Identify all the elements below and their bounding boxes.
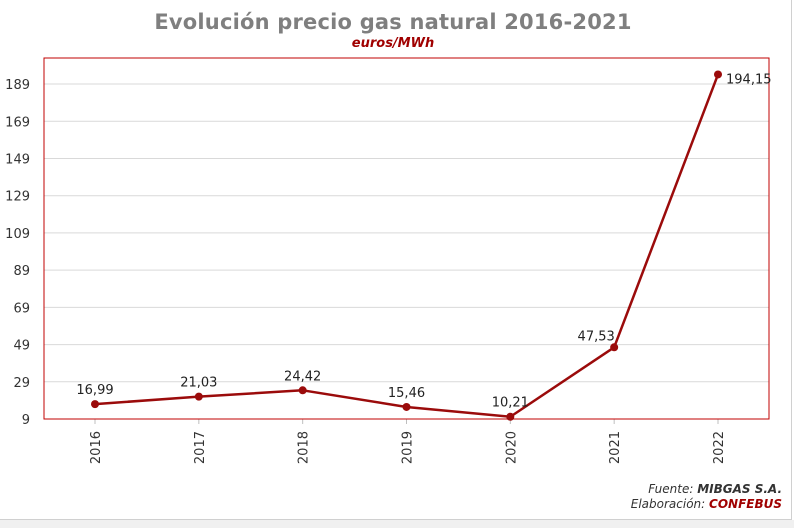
plot-area-border <box>43 57 770 420</box>
data-point <box>91 400 99 409</box>
data-label: 24,42 <box>284 369 321 384</box>
y-tick-label: 129 <box>5 190 30 205</box>
chart-title: Evolución precio gas natural 2016-2021 <box>154 10 632 34</box>
y-tick-label: 49 <box>13 339 30 354</box>
y-tick-label: 189 <box>5 78 30 93</box>
x-axis-ticks: 2016 2017 2018 2019 2020 2021 2022 <box>89 419 727 464</box>
x-tick-label: 2022 <box>712 431 727 464</box>
series-line-layer <box>91 70 722 421</box>
y-tick-label: 89 <box>13 264 30 279</box>
y-tick-label: 109 <box>5 227 30 242</box>
source-line: Fuente: MIBGAS S.A. <box>648 482 782 496</box>
x-tick-label: 2020 <box>504 431 519 464</box>
credit-value: CONFEBUS <box>709 497 782 511</box>
series-line <box>94 74 720 418</box>
data-point <box>194 392 203 401</box>
data-labels: 16,99 21,03 24,42 15,46 10,21 47,53 194,15 <box>76 72 771 410</box>
data-point <box>610 343 619 352</box>
chart-subtitle: euros/MWh <box>351 36 435 51</box>
data-point <box>298 386 307 395</box>
x-tick-label: 2021 <box>608 431 623 464</box>
data-label: 16,99 <box>76 383 113 398</box>
data-label: 47,53 <box>578 329 615 344</box>
y-tick-label: 9 <box>22 413 30 428</box>
credit-line: Elaboración: CONFEBUS <box>631 497 782 511</box>
credit-label: Elaboración: <box>630 497 706 511</box>
source-value: MIBGAS S.A. <box>697 482 782 496</box>
x-tick-label: 2016 <box>89 431 104 464</box>
data-label: 194,15 <box>726 72 772 87</box>
y-tick-label: 169 <box>5 115 30 130</box>
y-tick-label: 149 <box>5 152 30 167</box>
y-tick-label: 29 <box>13 376 30 391</box>
data-point <box>714 70 722 79</box>
data-label: 21,03 <box>180 376 217 391</box>
x-tick-label: 2017 <box>193 431 208 464</box>
x-tick-label: 2019 <box>401 431 416 464</box>
data-point <box>402 402 411 411</box>
y-axis-ticks: 9 29 49 69 89 109 129 149 169 189 <box>5 78 30 428</box>
data-label: 10,21 <box>492 396 529 411</box>
source-label: Fuente: <box>648 482 694 496</box>
grid-lines <box>44 83 769 420</box>
data-point <box>506 412 515 421</box>
bottom-strip <box>0 520 794 528</box>
data-label: 15,46 <box>388 386 425 401</box>
y-tick-label: 69 <box>13 301 30 316</box>
x-tick-label: 2018 <box>297 431 312 464</box>
